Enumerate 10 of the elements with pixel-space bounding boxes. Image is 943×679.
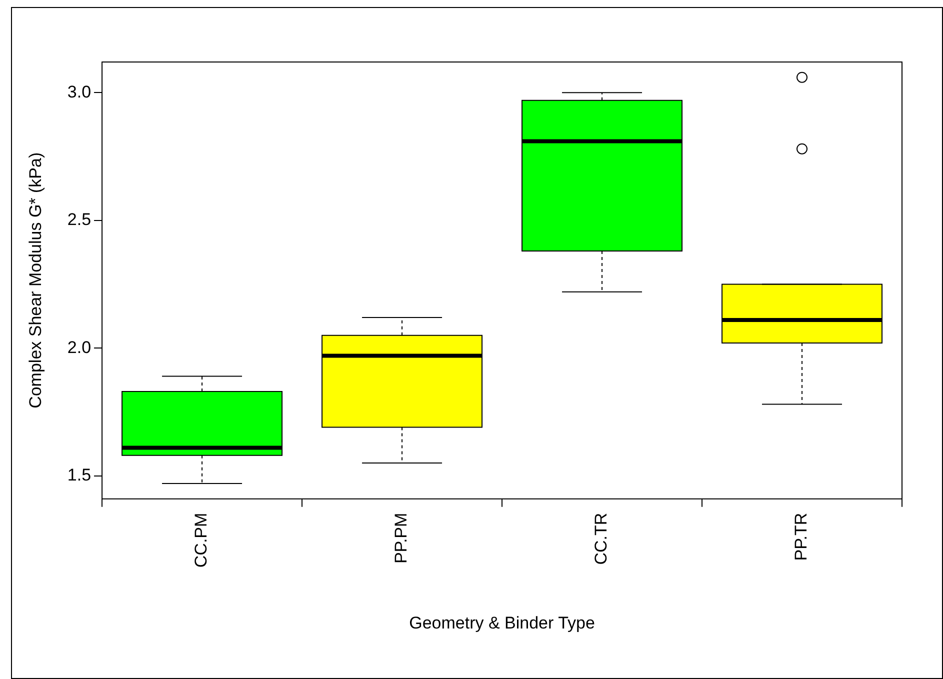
- y-axis-title: Complex Shear Modulus G* (kPa): [26, 152, 45, 408]
- x-tick-label: PP.TR: [792, 512, 811, 561]
- y-tick-label: 2.5: [67, 210, 92, 230]
- x-tick-label: CC.PM: [192, 512, 211, 568]
- y-tick-label: 1.5: [67, 466, 92, 485]
- y-tick-label: 2.0: [67, 338, 92, 357]
- y-tick-label: 3.0: [67, 82, 92, 102]
- x-axis-title: Geometry & Binder Type: [409, 613, 595, 632]
- x-tick-label: CC.TR: [592, 512, 611, 565]
- x-tick-label: PP.PM: [392, 512, 411, 564]
